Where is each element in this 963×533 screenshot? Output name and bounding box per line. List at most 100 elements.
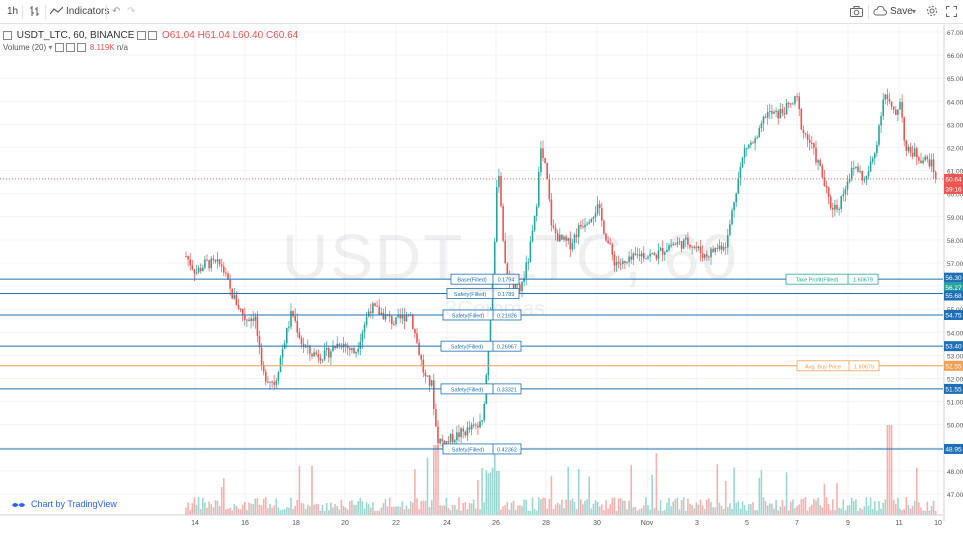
- candle-body: [321, 359, 324, 361]
- volume-bar: [645, 497, 647, 515]
- volume-chevron-icon[interactable]: ▾: [48, 43, 53, 52]
- order-label-text: Safety(Filled): [454, 292, 487, 298]
- candle-body: [435, 408, 437, 427]
- candle-body: [829, 196, 832, 208]
- volume-bar: [416, 498, 418, 515]
- candle-body: [758, 128, 761, 138]
- volume-bar: [575, 509, 578, 515]
- collapse-legend-icon[interactable]: [3, 31, 12, 40]
- candle-body: [821, 165, 824, 178]
- undo-icon[interactable]: ↶: [112, 6, 121, 17]
- current-price-tag-text: 60.64: [945, 176, 962, 183]
- candle-body: [403, 314, 406, 322]
- candle-body: [628, 256, 630, 263]
- volume-bar: [384, 498, 387, 515]
- candle-body: [710, 248, 712, 258]
- volume-bar: [561, 499, 563, 515]
- candle-body: [703, 254, 706, 258]
- volume-bar: [892, 499, 895, 515]
- candle-body: [899, 101, 901, 110]
- volume-bar: [204, 502, 206, 515]
- eye-icon[interactable]: [137, 30, 147, 40]
- candle-body: [296, 320, 299, 333]
- volume-bar: [241, 504, 244, 515]
- time-axis: 14 16 18 20 22 24 26 28 30 Nov 3 5 7 9 11 10: [0, 514, 943, 527]
- candle-body: [596, 204, 599, 214]
- candle-body: [664, 252, 666, 255]
- time-tick-label: 22: [392, 520, 400, 527]
- candle-body: [479, 421, 481, 428]
- close-value: C60.64: [265, 30, 299, 42]
- volume-bar: [724, 480, 727, 515]
- volume-bar: [796, 505, 798, 515]
- volume-bar: [441, 506, 443, 515]
- redo-icon[interactable]: ↷: [127, 6, 136, 17]
- close-icon[interactable]: [76, 43, 86, 53]
- volume-bar: [216, 500, 219, 515]
- chart-pane[interactable]: Base(Filled) 0.1794 Take Profit(Filled) 1.6…: [0, 25, 963, 527]
- candle-body: [424, 372, 427, 377]
- volume-bar: [743, 505, 746, 515]
- indicators-icon[interactable]: [49, 0, 64, 24]
- volume-bar: [850, 497, 853, 515]
- camera-icon[interactable]: [850, 0, 863, 24]
- candle-body: [785, 102, 788, 115]
- bars-style-icon[interactable]: [29, 0, 41, 24]
- symbol-title[interactable]: USDT_LTC, 60, BINANCE: [16, 30, 135, 42]
- volume-bar: [546, 508, 548, 515]
- candle-body: [817, 160, 819, 163]
- interval-button[interactable]: 1h: [7, 6, 19, 17]
- volume-bar: [773, 508, 775, 515]
- symbol-legend: USDT_LTC, 60, BINANCE O61.04 H61.04 L60.…: [3, 30, 298, 41]
- volume-bar: [218, 505, 221, 515]
- volume-bar: [838, 507, 840, 515]
- volume-bar: [269, 503, 271, 515]
- attribution-text[interactable]: Chart by TradingView: [31, 499, 117, 509]
- volume-bar: [535, 510, 538, 515]
- candle-body: [871, 158, 874, 162]
- tradingview-logo-icon: [12, 501, 25, 509]
- candle-body: [538, 172, 540, 207]
- volume-bar: [531, 497, 534, 515]
- candle-body: [869, 161, 872, 172]
- candle-body: [670, 244, 672, 246]
- settings-icon[interactable]: [148, 30, 158, 40]
- candle-body: [563, 236, 565, 240]
- indicators-button[interactable]: Indicators: [66, 6, 110, 17]
- tradingview-attribution[interactable]: Chart by TradingView: [12, 499, 117, 509]
- order-label-value: 0.1794: [498, 278, 515, 284]
- volume-bar: [844, 510, 847, 515]
- volume-bar: [808, 506, 811, 515]
- save-button[interactable]: Save: [890, 6, 913, 17]
- fullscreen-icon[interactable]: [946, 0, 957, 24]
- candle-body: [420, 355, 422, 360]
- save-chevron-icon[interactable]: ▾: [912, 7, 917, 16]
- candle-body: [380, 312, 383, 315]
- candle-body: [832, 207, 834, 210]
- candle-body: [454, 440, 456, 443]
- candle-body: [827, 187, 830, 197]
- candle-body: [216, 259, 219, 262]
- time-tick-label: 26: [492, 520, 500, 527]
- candle-body: [897, 109, 899, 115]
- price-chart[interactable]: Base(Filled) 0.1794 Take Profit(Filled) 1.6…: [0, 25, 963, 533]
- volume-bar: [401, 501, 404, 515]
- volume-bar: [813, 499, 815, 515]
- toolbar-divider: [45, 5, 46, 19]
- volume-label[interactable]: Volume (20): [3, 43, 47, 52]
- settings-icon[interactable]: [65, 43, 75, 53]
- eye-icon[interactable]: [54, 43, 64, 53]
- candle-body: [613, 254, 616, 266]
- candle-body: [567, 238, 569, 241]
- cloud-icon[interactable]: [873, 0, 887, 24]
- volume-bar: [569, 500, 572, 515]
- volume-ma-value: n/a: [116, 43, 128, 52]
- volume-bar: [727, 507, 729, 515]
- candle-body: [489, 310, 492, 347]
- settings-gear-icon[interactable]: [926, 0, 938, 24]
- candle-body: [395, 317, 397, 325]
- candle-body: [504, 240, 506, 264]
- candle-body: [605, 233, 607, 241]
- volume-bar: [439, 504, 441, 515]
- volume-bar: [886, 425, 889, 515]
